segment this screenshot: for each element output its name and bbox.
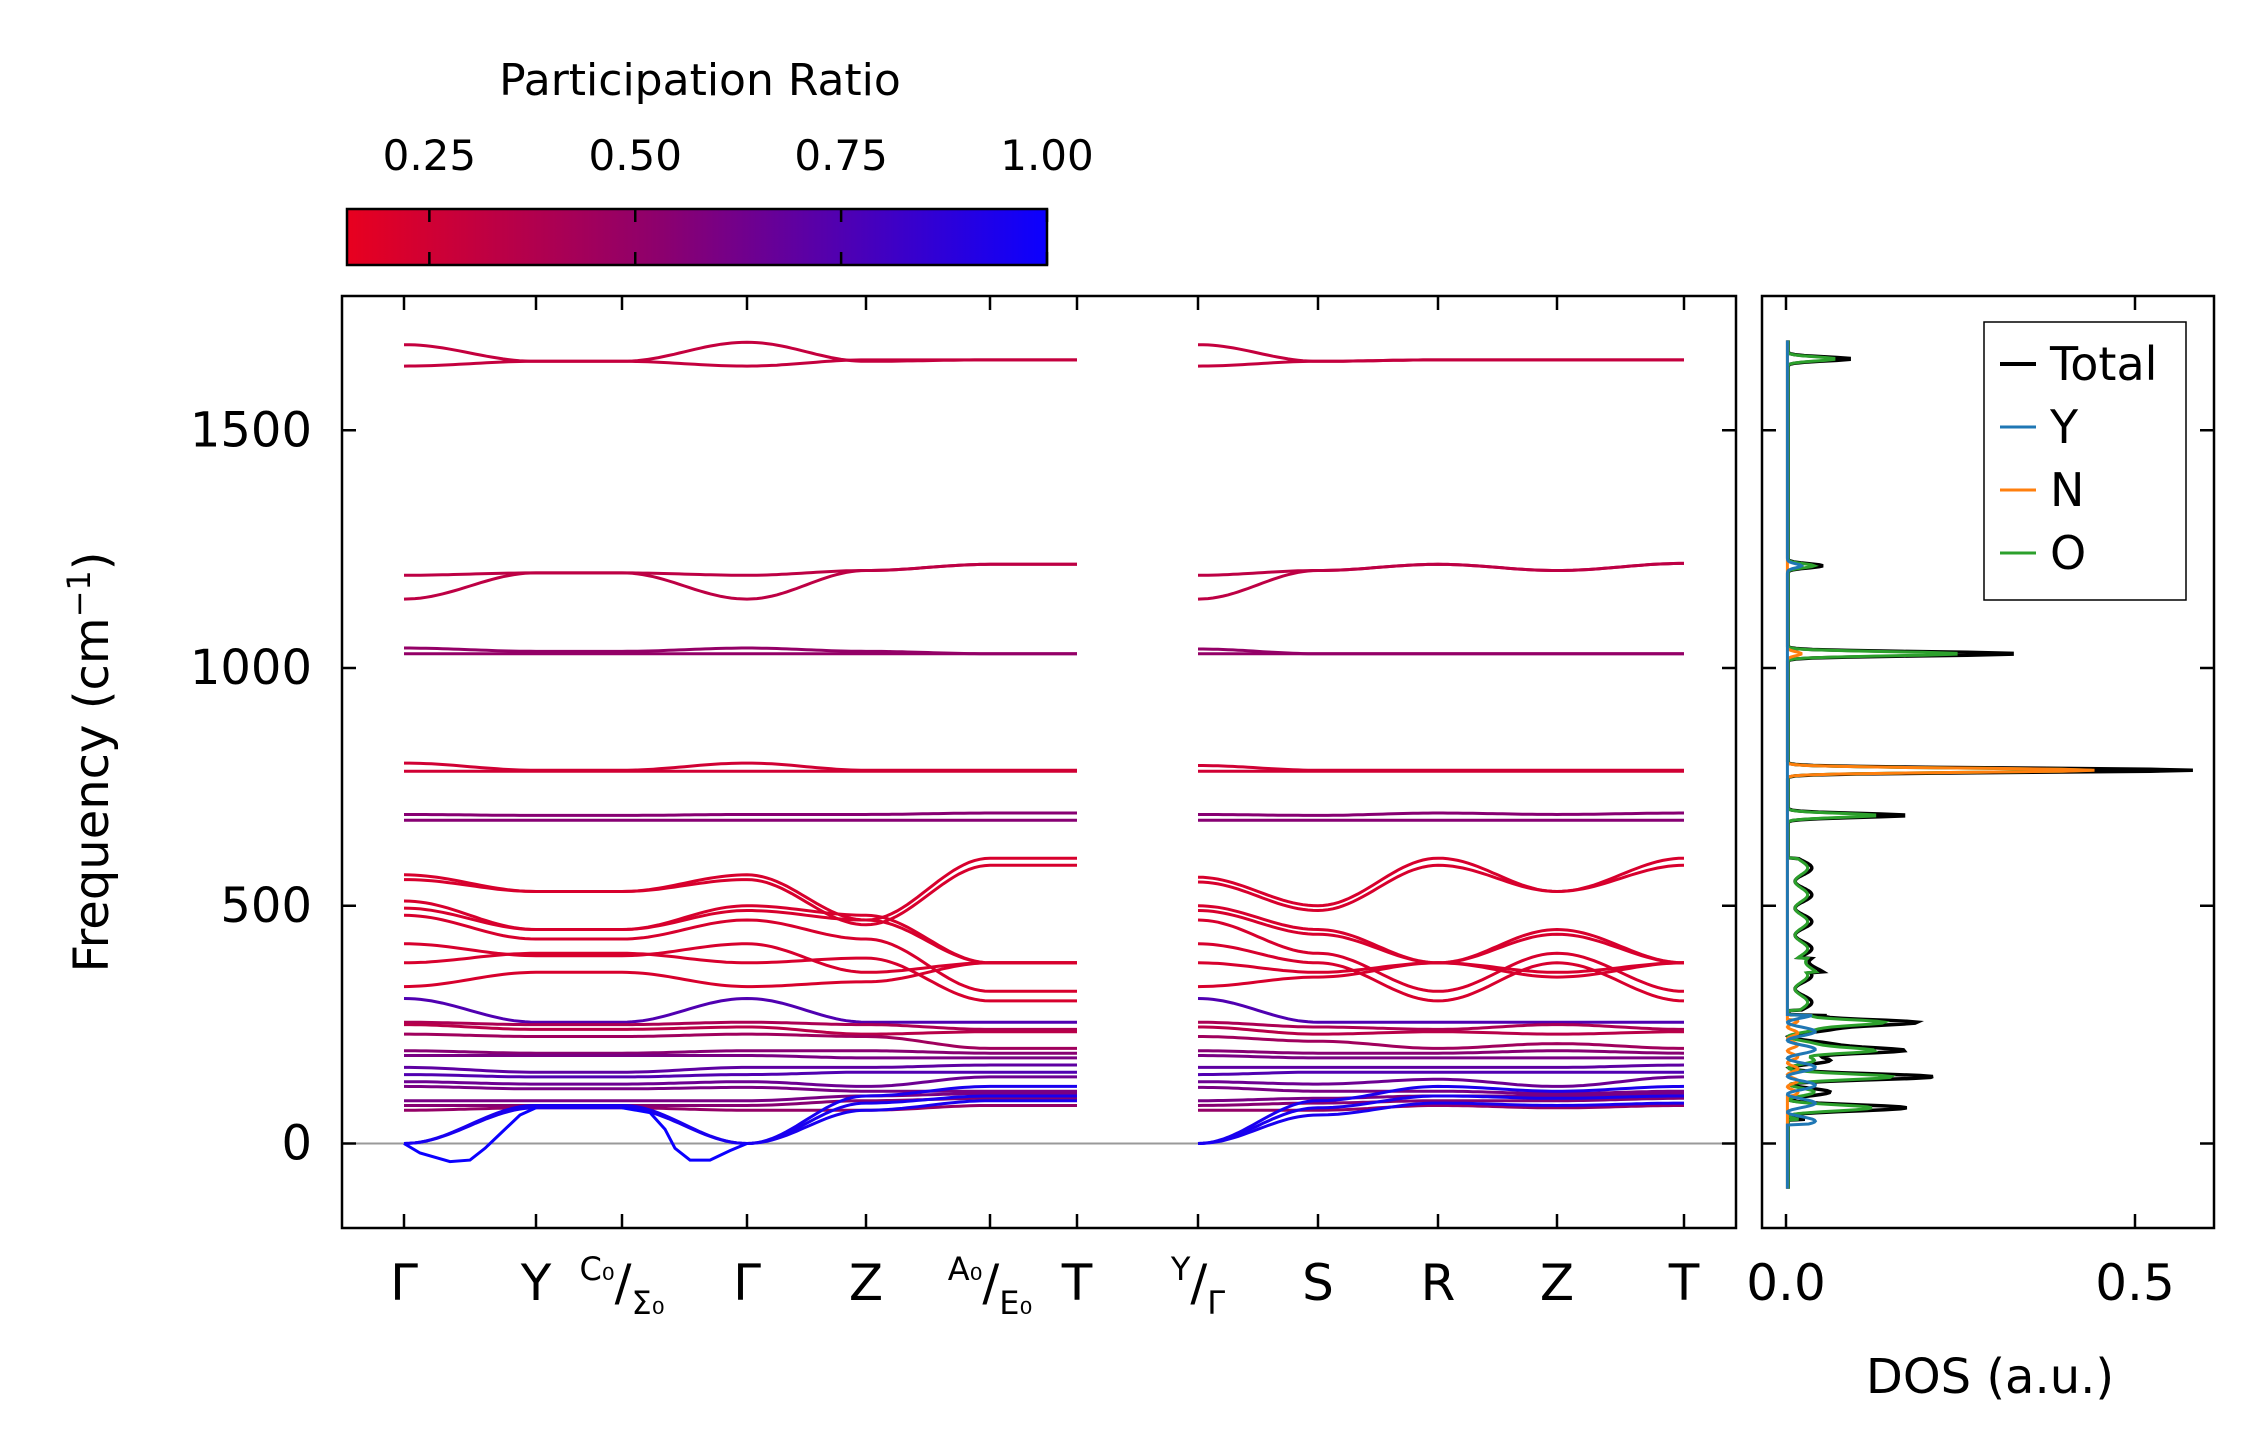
y-tick-label: 1000 (190, 640, 312, 696)
band-branch (1198, 1025, 1684, 1036)
band-branch (404, 863, 1077, 927)
dos-legend: Total YNO (1983, 321, 2187, 601)
band-branch (403, 1106, 748, 1145)
band-branch (404, 1075, 1077, 1088)
legend-label: Y (2049, 400, 2079, 454)
band-branch (746, 1099, 1077, 1145)
colorbar-tick-label: 0.75 (794, 131, 888, 180)
band-branch (404, 1092, 1077, 1103)
band-lines (342, 340, 1736, 1164)
band-branch (403, 996, 1077, 1024)
band-branch (1197, 918, 1685, 993)
band-branch (746, 1084, 1077, 1145)
legend-label: Total (2049, 337, 2157, 391)
band-branch (404, 1032, 1077, 1050)
band-branch (404, 811, 1077, 817)
dos-series-y (1785, 340, 1818, 1189)
x-tick-label: C₀/Σ₀ (579, 1250, 664, 1322)
band-branch (404, 951, 1077, 1003)
colorbar-gradient (345, 207, 1049, 267)
legend-label: O (2050, 526, 2086, 580)
x-tick-label: Z (1540, 1254, 1574, 1312)
band-branch (1197, 1094, 1684, 1145)
band-branch (403, 1104, 748, 1145)
dos-plot-frame (1760, 294, 2216, 1230)
band-branch (1197, 904, 1685, 965)
band-structure-panel: 0 500 1000 1500 Γ Y C₀/Σ₀ Γ Z A₀/E₀ T Y/Γ S R Z T Frequ… (60, 294, 1738, 1322)
band-branch (1198, 1063, 1685, 1069)
band-branch (1198, 811, 1684, 817)
band-branch (1197, 997, 1684, 1024)
band-branch (1198, 1075, 1685, 1088)
band-branch (403, 1020, 1077, 1031)
dos-x-tick-label: 0.5 (2095, 1254, 2175, 1312)
x-tick-label: Γ (733, 1254, 761, 1312)
band-branch (403, 961, 1077, 989)
band-branch (403, 913, 1077, 993)
band-branch (404, 761, 1077, 772)
band-branch (404, 1049, 1077, 1055)
band-branch (621, 1106, 748, 1162)
colorbar-label: Participation Ratio (499, 55, 901, 106)
band-branch (1197, 1101, 1684, 1145)
band-branch (1197, 561, 1684, 601)
y-tick-label: 0 (281, 1116, 312, 1172)
band-branch (1198, 764, 1684, 772)
band-plot-frame (340, 294, 1738, 1230)
colorbar-tick-label: 0.25 (383, 131, 477, 180)
dos-lines (1784, 340, 2193, 1189)
colorbar-tick-label: 1.00 (1000, 131, 1094, 180)
y-tick-label: 500 (220, 878, 312, 934)
band-branch (1198, 1035, 1684, 1050)
x-tick-label: A₀/E₀ (948, 1250, 1033, 1322)
x-tick-label: Γ (390, 1254, 418, 1312)
colorbar-ticks: 0.25 0.50 0.75 1.00 (383, 131, 1094, 265)
y-tick-label: 1500 (190, 402, 312, 458)
x-tick-label: Z (849, 1254, 883, 1312)
colorbar-tick-label: 0.50 (588, 131, 682, 180)
band-branch (1197, 1084, 1685, 1145)
band-branch (403, 358, 1077, 368)
band-branch (1197, 863, 1685, 913)
y-axis-label: Frequency (cm−1) (60, 551, 120, 972)
band-branch (403, 1084, 1077, 1093)
band-branch (404, 1063, 1077, 1074)
band-branch (404, 942, 1077, 974)
band-branch (1197, 961, 1685, 989)
band-branch (1198, 1085, 1684, 1096)
band-branch (1198, 1049, 1685, 1055)
legend-label: N (2050, 463, 2084, 517)
band-branch (404, 1070, 1077, 1079)
band-branch (404, 1054, 1077, 1060)
dos-panel: 0.0 0.5 DOS (a.u.) Total YNO (1746, 294, 2216, 1405)
band-branch (404, 1023, 1077, 1036)
band-branch (1197, 358, 1684, 368)
band-branch (746, 1094, 1077, 1145)
band-branch (403, 1106, 537, 1164)
dos-x-tick-label: 0.0 (1746, 1254, 1826, 1312)
band-branch (403, 562, 1077, 601)
dos-axes: 0.0 0.5 (1746, 296, 2214, 1312)
band-branch (404, 562, 1077, 601)
band-branch (1197, 1070, 1684, 1077)
dos-x-axis-label: DOS (a.u.) (1866, 1349, 2114, 1405)
colorbar: Participation Ratio 0.25 0.50 0.75 1.00 (345, 55, 1094, 267)
band-branch (1197, 1020, 1684, 1031)
x-tick-label: T (1061, 1254, 1093, 1312)
band-branch (1197, 856, 1685, 908)
band-branch (1197, 1096, 1684, 1107)
x-tick-label: S (1302, 1254, 1334, 1312)
x-tick-label: T (1668, 1254, 1700, 1312)
band-branch (1198, 1104, 1684, 1112)
band-branch (1198, 1054, 1684, 1060)
x-tick-label: Y (520, 1254, 552, 1312)
x-tick-label: Y/Γ (1170, 1250, 1225, 1322)
x-tick-label: R (1421, 1254, 1456, 1312)
band-axes: 0 500 1000 1500 Γ Y C₀/Σ₀ Γ Z A₀/E₀ T Y/Γ S R Z T (190, 296, 1736, 1322)
